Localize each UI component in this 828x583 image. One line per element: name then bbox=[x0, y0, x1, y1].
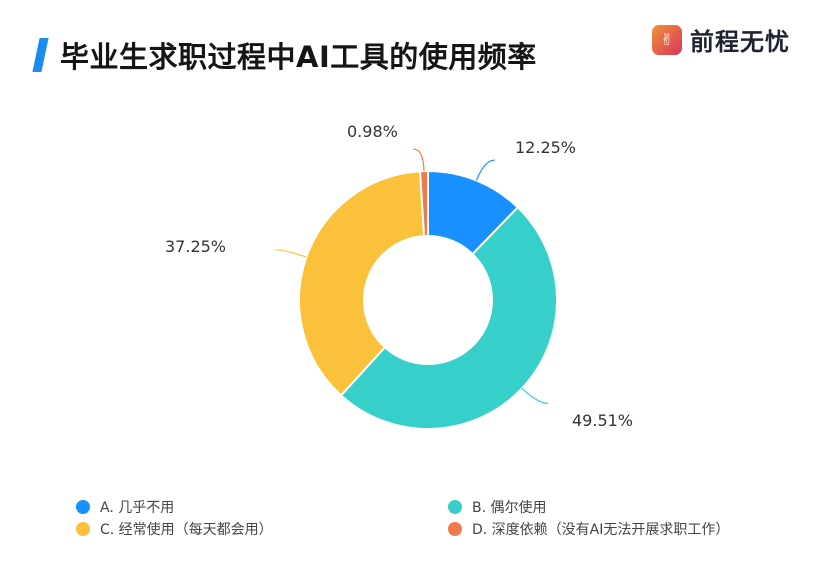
label-d: 0.98% bbox=[347, 122, 398, 141]
legend-label: C. 经常使用（每天都会用） bbox=[100, 522, 273, 538]
legend-item-d[interactable]: D. 深度依赖（没有AI无法开展求职工作） bbox=[448, 519, 729, 539]
leader-line bbox=[475, 159, 495, 181]
legend-item-c[interactable]: C. 经常使用（每天都会用） bbox=[76, 519, 273, 539]
legend-item-a[interactable]: A. 几乎不用 bbox=[76, 497, 174, 517]
leader-line bbox=[275, 249, 307, 258]
legend-label: B. 偶尔使用 bbox=[472, 500, 547, 516]
hand-icon: ✌ bbox=[652, 24, 682, 55]
leader-line bbox=[521, 387, 549, 405]
slice-2[interactable] bbox=[298, 170, 426, 397]
legend-dot-icon bbox=[76, 522, 90, 536]
slice-1[interactable] bbox=[339, 205, 558, 430]
label-c: 37.25% bbox=[165, 237, 226, 256]
legend-dot-icon bbox=[448, 522, 462, 536]
legend-item-b[interactable]: B. 偶尔使用 bbox=[448, 497, 547, 517]
legend-dot-icon bbox=[448, 500, 462, 514]
legend-label: D. 深度依赖（没有AI无法开展求职工作） bbox=[472, 522, 730, 538]
label-a: 12.25% bbox=[515, 138, 576, 157]
chart-title: 毕业生求职过程中AI工具的使用频率 bbox=[60, 40, 537, 74]
logo-text: 前程无忧 bbox=[690, 28, 790, 56]
slice-3[interactable] bbox=[419, 169, 429, 238]
brand-logo: ✌ 前程无忧 bbox=[652, 22, 790, 57]
legend-dot-icon bbox=[76, 500, 90, 514]
legend-label: A. 几乎不用 bbox=[100, 500, 175, 516]
label-b: 49.51% bbox=[572, 411, 633, 430]
leader-line bbox=[413, 148, 425, 172]
